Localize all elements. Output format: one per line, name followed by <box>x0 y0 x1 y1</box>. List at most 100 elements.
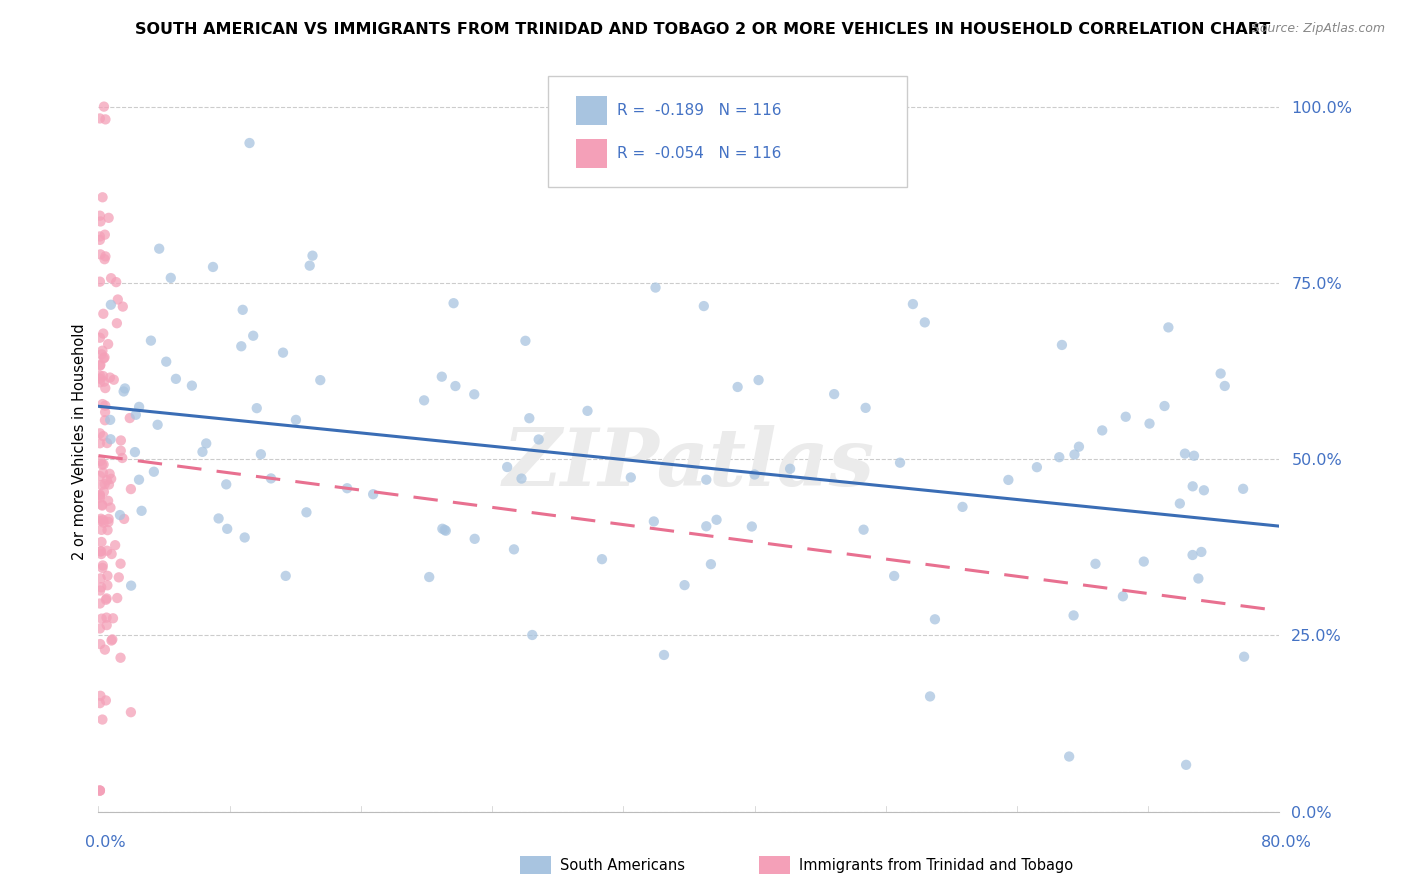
Point <box>274 569 297 583</box>
Point <box>97 337 120 351</box>
Point <box>643 515 665 529</box>
Point <box>120 482 142 496</box>
Point <box>146 417 169 432</box>
Point <box>100 271 122 285</box>
Point <box>89 376 111 390</box>
Point <box>91 397 114 411</box>
Point <box>111 300 134 314</box>
Point <box>89 358 111 372</box>
Point <box>90 512 112 526</box>
Point <box>89 331 111 345</box>
Point <box>94 592 117 607</box>
Point <box>93 375 115 389</box>
Point <box>238 136 260 150</box>
Point <box>89 112 111 126</box>
Point <box>93 351 115 366</box>
Point <box>93 477 115 491</box>
Point <box>96 618 118 632</box>
Point <box>118 411 141 425</box>
Point <box>89 544 111 558</box>
Point <box>94 112 117 127</box>
Point <box>741 519 763 533</box>
Point <box>111 450 134 465</box>
Point <box>90 454 112 468</box>
Point <box>522 628 544 642</box>
Point <box>91 513 114 527</box>
Point <box>901 297 924 311</box>
Point <box>131 504 153 518</box>
Point <box>89 214 111 228</box>
Point <box>443 296 465 310</box>
Point <box>233 531 256 545</box>
Point <box>90 535 112 549</box>
Point <box>142 465 165 479</box>
Point <box>107 293 129 307</box>
Point <box>114 382 136 396</box>
Point <box>91 561 114 575</box>
Point <box>110 650 132 665</box>
Y-axis label: 2 or more Vehicles in Household: 2 or more Vehicles in Household <box>72 323 87 560</box>
Point <box>148 242 170 256</box>
Point <box>284 413 307 427</box>
Point <box>100 298 122 312</box>
Point <box>89 371 111 385</box>
Point <box>96 523 118 537</box>
Point <box>1174 447 1197 461</box>
Point <box>413 393 436 408</box>
Point <box>336 481 359 495</box>
Point <box>744 467 766 482</box>
Point <box>1067 440 1090 454</box>
Point <box>100 500 122 515</box>
Point <box>97 512 120 526</box>
Point <box>1115 409 1137 424</box>
Point <box>89 583 111 598</box>
Point <box>693 299 716 313</box>
Point <box>1213 379 1236 393</box>
Text: South Americans: South Americans <box>560 858 685 872</box>
Point <box>105 275 128 289</box>
Point <box>823 387 845 401</box>
Point <box>89 696 111 710</box>
Point <box>301 249 323 263</box>
Text: ZIPatlas: ZIPatlas <box>503 425 875 502</box>
Point <box>1063 608 1085 623</box>
Point <box>91 326 114 341</box>
Point <box>93 100 115 114</box>
Point <box>110 434 132 448</box>
Text: Immigrants from Trinidad and Tobago: Immigrants from Trinidad and Tobago <box>799 858 1073 872</box>
Point <box>125 408 148 422</box>
Point <box>155 354 177 368</box>
Point <box>159 271 181 285</box>
Point <box>1112 590 1135 604</box>
Point <box>93 252 115 267</box>
Point <box>591 552 613 566</box>
Point <box>93 458 115 472</box>
Point <box>361 487 384 501</box>
Point <box>1232 482 1254 496</box>
Point <box>89 426 111 441</box>
Point <box>1181 548 1204 562</box>
Point <box>201 260 224 274</box>
Point <box>1050 338 1073 352</box>
Point <box>89 229 111 244</box>
Point <box>89 209 111 223</box>
Point <box>89 783 111 797</box>
Point <box>128 473 150 487</box>
Point <box>89 233 111 247</box>
Point <box>139 334 162 348</box>
Point <box>652 648 675 662</box>
Point <box>110 443 132 458</box>
Point <box>104 538 127 552</box>
Point <box>1182 449 1205 463</box>
Point <box>128 400 150 414</box>
Point <box>124 445 146 459</box>
Point <box>89 637 111 651</box>
Point <box>207 511 229 525</box>
Point <box>94 693 117 707</box>
Point <box>1189 545 1212 559</box>
Point <box>94 399 117 413</box>
Point <box>90 547 112 561</box>
Text: SOUTH AMERICAN VS IMMIGRANTS FROM TRINIDAD AND TOBAGO 2 OR MORE VEHICLES IN HOUS: SOUTH AMERICAN VS IMMIGRANTS FROM TRINID… <box>135 22 1271 37</box>
Point <box>89 487 111 501</box>
Point <box>97 515 120 529</box>
